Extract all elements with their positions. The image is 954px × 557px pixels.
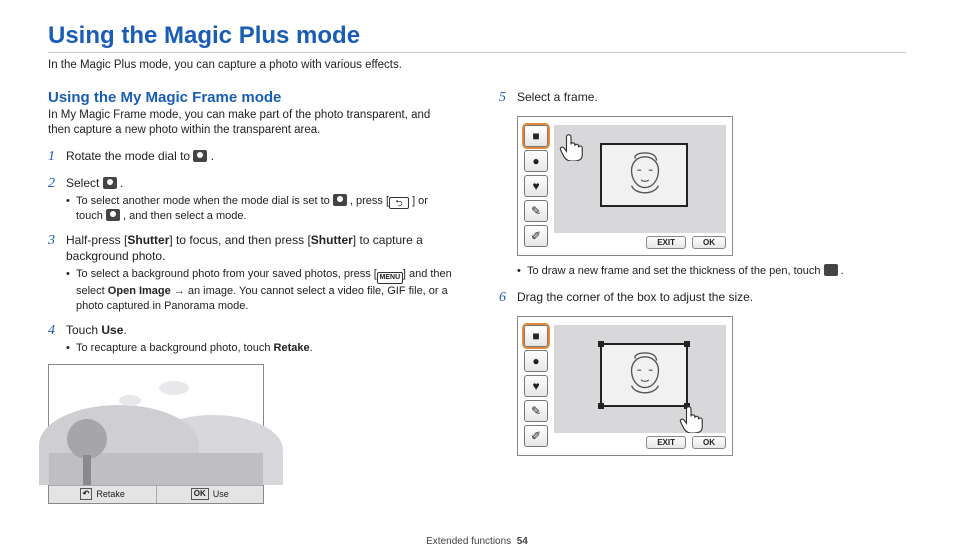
menu-key-icon: MENU	[377, 272, 403, 284]
frame-shape-circle-button[interactable]: ●	[524, 150, 548, 172]
page-intro: In the Magic Plus mode, you can capture …	[48, 59, 906, 71]
step-2: 2 Select . To select another mode when t…	[48, 175, 455, 224]
step-text: Half-press [	[66, 233, 127, 247]
retake-button-label: Retake	[96, 489, 125, 499]
bullet-text: To recapture a background photo, touch	[76, 342, 274, 354]
step-6: 6 Drag the corner of the box to adjust t…	[499, 289, 906, 308]
retake-button[interactable]: ↶ Retake	[49, 486, 157, 503]
bullet-text: .	[838, 265, 844, 277]
step-5: 5 Select a frame.	[499, 89, 906, 108]
frame-canvas[interactable]	[554, 125, 726, 233]
frame-shape-heart-button[interactable]: ♥	[524, 375, 548, 397]
shutter-label: Shutter	[127, 233, 169, 247]
step-text: Drag the corner of the box to adjust the…	[517, 290, 753, 304]
bullet-text: To select a background photo from your s…	[76, 268, 377, 280]
frame-canvas[interactable]	[554, 325, 726, 433]
mode-touch-icon	[106, 209, 120, 221]
step-text: .	[207, 149, 214, 163]
shutter-label: Shutter	[311, 233, 353, 247]
step-4-bullet: To recapture a background photo, touch R…	[66, 341, 455, 356]
bullet-text: , and then select a mode.	[120, 210, 247, 222]
step-number: 3	[48, 232, 66, 314]
step-text: ] to focus, and then press [	[169, 233, 310, 247]
use-label: Use	[101, 323, 123, 337]
open-image-label: Open Image	[108, 285, 171, 297]
frame-pen2-button[interactable]: ✐	[524, 425, 548, 447]
illustration-footer-bar: ↶ Retake OK Use	[49, 485, 263, 503]
ok-button[interactable]: OK	[692, 436, 726, 449]
step-text: Touch	[66, 323, 101, 337]
page-title: Using the Magic Plus mode	[48, 22, 906, 50]
right-column: 5 Select a frame. ■ ● ♥ ✎ ✐	[499, 89, 906, 504]
frame-pen2-button[interactable]: ✐	[524, 225, 548, 247]
retake-label: Retake	[274, 342, 310, 354]
frame-shape-square-button[interactable]: ■	[524, 325, 548, 347]
drag-hand-icon	[676, 403, 706, 433]
frame-selection-box[interactable]	[600, 343, 688, 407]
resize-handle[interactable]	[598, 403, 604, 409]
pen-tool-icon	[824, 264, 838, 276]
face-sketch-icon	[616, 151, 674, 201]
resize-handle[interactable]	[684, 341, 690, 347]
step-5-bullet: To draw a new frame and set the thicknes…	[517, 264, 906, 279]
frame-shape-circle-button[interactable]: ●	[524, 350, 548, 372]
step-number: 6	[499, 289, 517, 308]
ok-button[interactable]: OK	[692, 236, 726, 249]
step-1: 1 Rotate the mode dial to .	[48, 148, 455, 167]
bullet-text: , press [	[347, 195, 389, 207]
exit-button[interactable]: EXIT	[646, 236, 686, 249]
bullet-text: .	[310, 342, 313, 354]
page-footer: Extended functions 54	[0, 536, 954, 547]
step-number: 1	[48, 148, 66, 167]
step-3-bullet: To select a background photo from your s…	[66, 267, 455, 314]
exit-button[interactable]: EXIT	[646, 436, 686, 449]
mode-dial-icon	[333, 194, 347, 206]
use-button-label: Use	[213, 489, 229, 499]
back-key-icon: ↶	[80, 488, 93, 500]
frame-shape-heart-button[interactable]: ♥	[524, 175, 548, 197]
back-key-icon: ⮌	[389, 197, 409, 209]
step-text: Rotate the mode dial to	[66, 149, 193, 163]
step-text: .	[123, 323, 126, 337]
step-number: 5	[499, 89, 517, 108]
magic-frame-icon	[103, 177, 117, 189]
step-number: 4	[48, 322, 66, 356]
two-column-layout: Using the My Magic Frame mode In My Magi…	[48, 89, 906, 504]
frame-shape-square-button[interactable]: ■	[524, 125, 548, 147]
frame-pen-button[interactable]: ✎	[524, 400, 548, 422]
mode-dial-icon	[193, 150, 207, 162]
section-title: Using the My Magic Frame mode	[48, 89, 455, 106]
illustration-background-photo: ↶ Retake OK Use	[48, 364, 264, 504]
frame-shape-sidebar: ■ ● ♥ ✎ ✐	[524, 325, 550, 447]
step-4: 4 Touch Use. To recapture a background p…	[48, 322, 455, 356]
step-number: 2	[48, 175, 66, 224]
step-text: .	[117, 176, 124, 190]
left-column: Using the My Magic Frame mode In My Magi…	[48, 89, 455, 504]
title-rule	[48, 52, 906, 53]
step-text: Select a frame.	[517, 90, 598, 104]
illustration-select-frame: ■ ● ♥ ✎ ✐ EXIT O	[517, 116, 733, 256]
footer-page-number: 54	[517, 536, 528, 547]
step-3: 3 Half-press [Shutter] to focus, and the…	[48, 232, 455, 314]
frame-pen-button[interactable]: ✎	[524, 200, 548, 222]
step-2-bullet: To select another mode when the mode dia…	[66, 194, 455, 224]
face-sketch-icon	[616, 351, 674, 401]
frame-shape-sidebar: ■ ● ♥ ✎ ✐	[524, 125, 550, 247]
resize-handle[interactable]	[598, 341, 604, 347]
use-button[interactable]: OK Use	[157, 486, 264, 503]
bullet-text: To select another mode when the mode dia…	[76, 195, 333, 207]
step-text: Select	[66, 176, 103, 190]
section-intro: In My Magic Frame mode, you can make par…	[48, 108, 455, 138]
ok-key-icon: OK	[191, 488, 209, 500]
bullet-text: To draw a new frame and set the thicknes…	[527, 265, 824, 277]
touch-hand-icon	[556, 131, 586, 161]
footer-section-label: Extended functions	[426, 536, 511, 547]
illustration-drag-corner: ■ ● ♥ ✎ ✐	[517, 316, 733, 456]
frame-selection-box[interactable]	[600, 143, 688, 207]
